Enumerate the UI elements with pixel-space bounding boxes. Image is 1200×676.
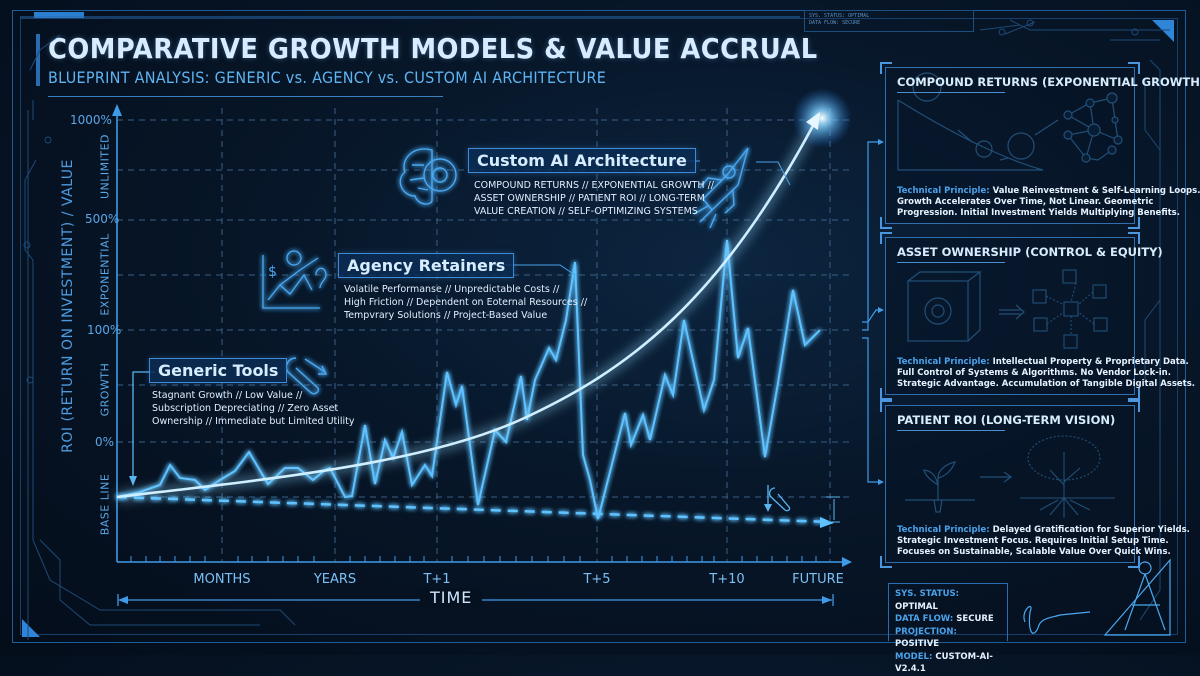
down-arrow-icon (764, 504, 772, 512)
corner-accent-top-left (34, 12, 84, 18)
callout-generic-tools: Generic Tools (149, 358, 288, 383)
gridlines-vertical (221, 108, 831, 562)
y-axis-title: ROI (RETURN ON INVESTMENT) / VALUE (60, 159, 76, 453)
custom-ai-arrow-icon (806, 112, 820, 130)
panel-principle: Technical Principle: Delayed Gratificati… (897, 525, 1190, 558)
rocket-icon (693, 147, 749, 229)
x-axis-ticks (130, 556, 817, 562)
system-status-block: SYS. STATUS: OPTIMAL DATA FLOW: SECURE P… (888, 583, 1008, 674)
status-row: MODEL: CUSTOM-AI-V2.4.1 (895, 651, 993, 675)
mini-status-line: SYS. STATUS: OPTIMAL (809, 13, 870, 19)
desc-line: Subscription Depreciating // Zero Asset (152, 403, 339, 414)
y-band-exponential: EXPONENTIAL (98, 233, 112, 316)
panel-title: PATIENT ROI (LONG-TERM VISION) (897, 413, 1116, 427)
agency-chart-icon (262, 250, 327, 309)
inner-frame (20, 18, 1178, 635)
generic-pointer-arrow-icon (129, 476, 137, 486)
series-generic-tools (116, 495, 831, 524)
panel-asset-ownership: ASSET OWNERSHIP (CONTROL & EQUITY) Techn… (880, 232, 1195, 400)
panel-title: COMPOUND RETURNS (EXPONENTIAL GROWTH) (897, 75, 1200, 89)
x-label-t5: T+5 (583, 572, 611, 587)
mini-status-line: DATA FLOW: SECURE (809, 20, 861, 26)
series-agency-retainers (116, 239, 821, 520)
panel-principle: Technical Principle: Intellectual Proper… (897, 357, 1195, 390)
callout-custom-ai: Custom AI Architecture (468, 148, 696, 173)
principle-label: Technical Principle: (897, 357, 990, 367)
x-axis-arrow-icon (842, 557, 852, 567)
callout-custom-ai-desc: COMPOUND RETURNS // EXPONENTIAL GROWTH /… (474, 179, 714, 218)
panel-title: ASSET OWNERSHIP (CONTROL & EQUITY) (897, 245, 1163, 259)
x-axis-title: TIME (420, 588, 483, 607)
principle-line: Focuses on Sustainable, Scalable Value O… (897, 547, 1171, 557)
x-label-t10: T+10 (709, 572, 745, 587)
desc-line: ASSET OWNERSHIP // PATIENT ROI // LONG-T… (474, 193, 705, 204)
desc-line: VALUE CREATION // SELF-OPTIMIZING SYSTEM… (474, 206, 698, 217)
x-label-months: MONTHS (193, 572, 251, 587)
status-row: DATA FLOW: SECURE (895, 614, 994, 624)
generic-pointer (132, 371, 155, 480)
page-title: COMPARATIVE GROWTH MODELS & VALUE ACCRUA… (48, 32, 818, 65)
principle-label: Technical Principle: (897, 525, 990, 535)
callout-agency-desc: Volatile Performanse // Unpredictable Co… (344, 283, 587, 322)
y-band-unlimited: UNLIMITED (98, 133, 112, 200)
principle-line: Value Reinvestment & Self-Learning Loops… (992, 186, 1200, 196)
panel-underline (897, 92, 1005, 93)
panel-patient-roi: PATIENT ROI (LONG-TERM VISION) Technical… (880, 400, 1190, 568)
desc-line: Ownership // Immediate but Limited Utili… (152, 416, 355, 427)
desc-line: Volatile Performanse // Unpredictable Co… (344, 284, 560, 295)
callout-generic-desc: Stagnant Growth // Low Value // Subscrip… (152, 389, 355, 428)
x-label-years: YEARS (313, 572, 357, 587)
brain-gear-icon (399, 148, 457, 205)
status-row: SYS. STATUS: OPTIMAL (895, 589, 959, 612)
mini-status-readout: SYS. STATUS: OPTIMAL DATA FLOW: SECURE (804, 10, 974, 32)
outer-frame (12, 10, 1186, 643)
x-label-future: FUTURE (792, 572, 844, 587)
x-label-t1: T+1 (423, 572, 451, 587)
y-tick-500: 500% (85, 212, 120, 226)
desc-line: High Friction // Dependent on Eoternal R… (344, 297, 588, 308)
principle-line: Strategic Advantage. Accumulation of Tan… (897, 379, 1196, 389)
dimension-marker (826, 496, 840, 523)
title-underline (48, 96, 443, 97)
principle-label: Technical Principle: (897, 186, 990, 196)
principle-line: Growth Accelerates Over Time, Not Linear… (897, 197, 1154, 207)
desc-line: Stagnant Growth // Low Value // (152, 390, 303, 401)
desc-line: Tempvrary Solutions // Project-Based Val… (344, 310, 548, 321)
dollar-sign-icon: $ (268, 264, 277, 280)
drafting-compass-icon (1103, 558, 1171, 636)
y-axis-arrow-icon (112, 104, 122, 116)
corner-accent-bottom-left (22, 619, 40, 637)
circuit-decoration-left (23, 34, 296, 640)
series-custom-ai (116, 121, 817, 499)
corner-accent-top-right (1152, 20, 1174, 42)
title-accent-bar (36, 34, 40, 86)
status-row: PROJECTION: POSITIVE (895, 626, 957, 650)
panel-underline (897, 262, 1005, 263)
star-burst (792, 88, 852, 148)
y-tick-0: 0% (95, 435, 115, 449)
y-tick-100: 100% (87, 323, 122, 337)
panel-principle: Technical Principle: Value Reinvestment … (897, 186, 1200, 219)
small-wrench-icon (767, 485, 791, 512)
y-band-growth: GROWTH (98, 362, 112, 417)
principle-line: Delayed Gratification for Superior Yield… (992, 525, 1190, 535)
y-band-base-line: BASE LINE (98, 473, 112, 536)
panel-underline (897, 430, 1005, 431)
signature-icon (1023, 606, 1091, 634)
desc-line: COMPOUND RETURNS // EXPONENTIAL GROWTH /… (474, 180, 714, 191)
wrench-icon (285, 357, 328, 395)
principle-line: Intellectual Property & Proprietary Data… (992, 357, 1189, 367)
panel-compound-returns: COMPOUND RETURNS (EXPONENTIAL GROWTH) Te… (880, 62, 1200, 229)
principle-line: Strategic Investment Focus. Requires Ini… (897, 536, 1169, 546)
page-subtitle: BLUEPRINT ANALYSIS: GENERIC vs. AGENCY v… (48, 68, 607, 87)
y-tick-1000: 1000% (70, 113, 112, 127)
principle-line: Progression. Initial Investment Yields M… (897, 208, 1180, 218)
callout-agency-retainers: Agency Retainers (338, 253, 515, 278)
principle-line: Full Control of Systems & Algorithms. No… (897, 368, 1171, 378)
